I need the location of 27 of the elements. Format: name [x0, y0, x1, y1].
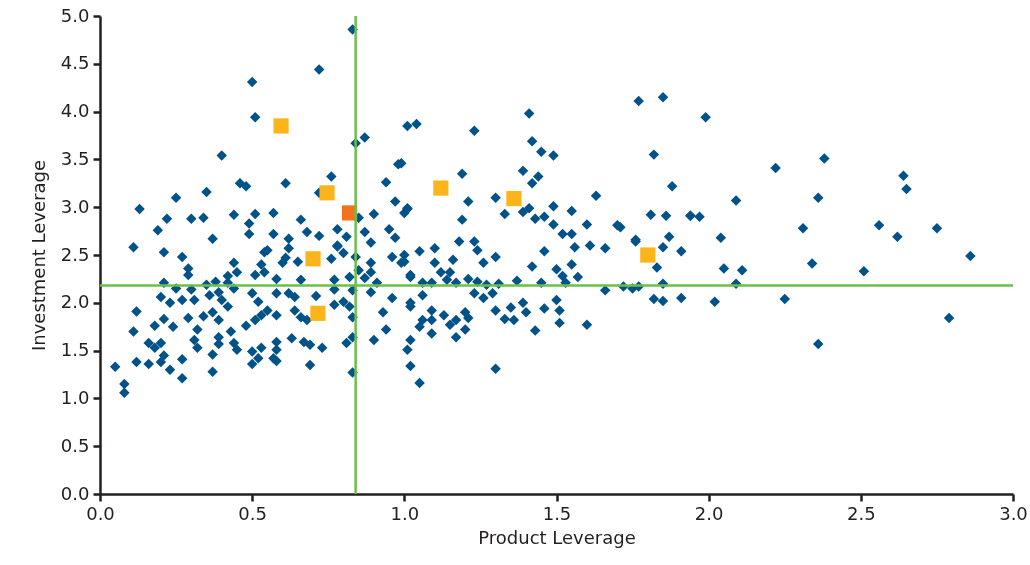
- y-tick-label: 0.0: [60, 482, 90, 504]
- x-tick-label: 1.0: [390, 502, 420, 524]
- x-tick-label: 3.0: [999, 502, 1028, 524]
- point: [305, 251, 321, 267]
- point: [319, 185, 335, 201]
- y-tick-label: 3.5: [60, 147, 90, 169]
- point: [640, 247, 656, 263]
- point: [273, 118, 289, 134]
- x-tick-label: 1.5: [542, 502, 572, 524]
- point: [310, 305, 326, 321]
- y-tick-label: 4.5: [60, 52, 90, 74]
- y-tick-label: 0.5: [60, 434, 90, 456]
- y-tick-label: 3.0: [60, 195, 90, 217]
- point: [433, 180, 449, 196]
- y-tick-label: 1.5: [60, 339, 90, 361]
- point: [506, 191, 522, 207]
- y-tick-label: 5.0: [60, 4, 90, 26]
- x-tick-label: 2.0: [694, 502, 724, 524]
- y-axis-title: Investment Leverage: [27, 159, 49, 352]
- y-tick-label: 4.0: [60, 100, 90, 122]
- x-axis-title: Product Leverage: [478, 526, 636, 548]
- x-tick-label: 0.5: [238, 502, 267, 524]
- x-tick-label: 0.0: [86, 502, 115, 524]
- x-tick-label: 2.5: [847, 502, 876, 524]
- y-tick-label: 2.5: [60, 243, 90, 265]
- y-tick-label: 2.0: [60, 291, 90, 313]
- y-tick-label: 1.0: [60, 386, 90, 408]
